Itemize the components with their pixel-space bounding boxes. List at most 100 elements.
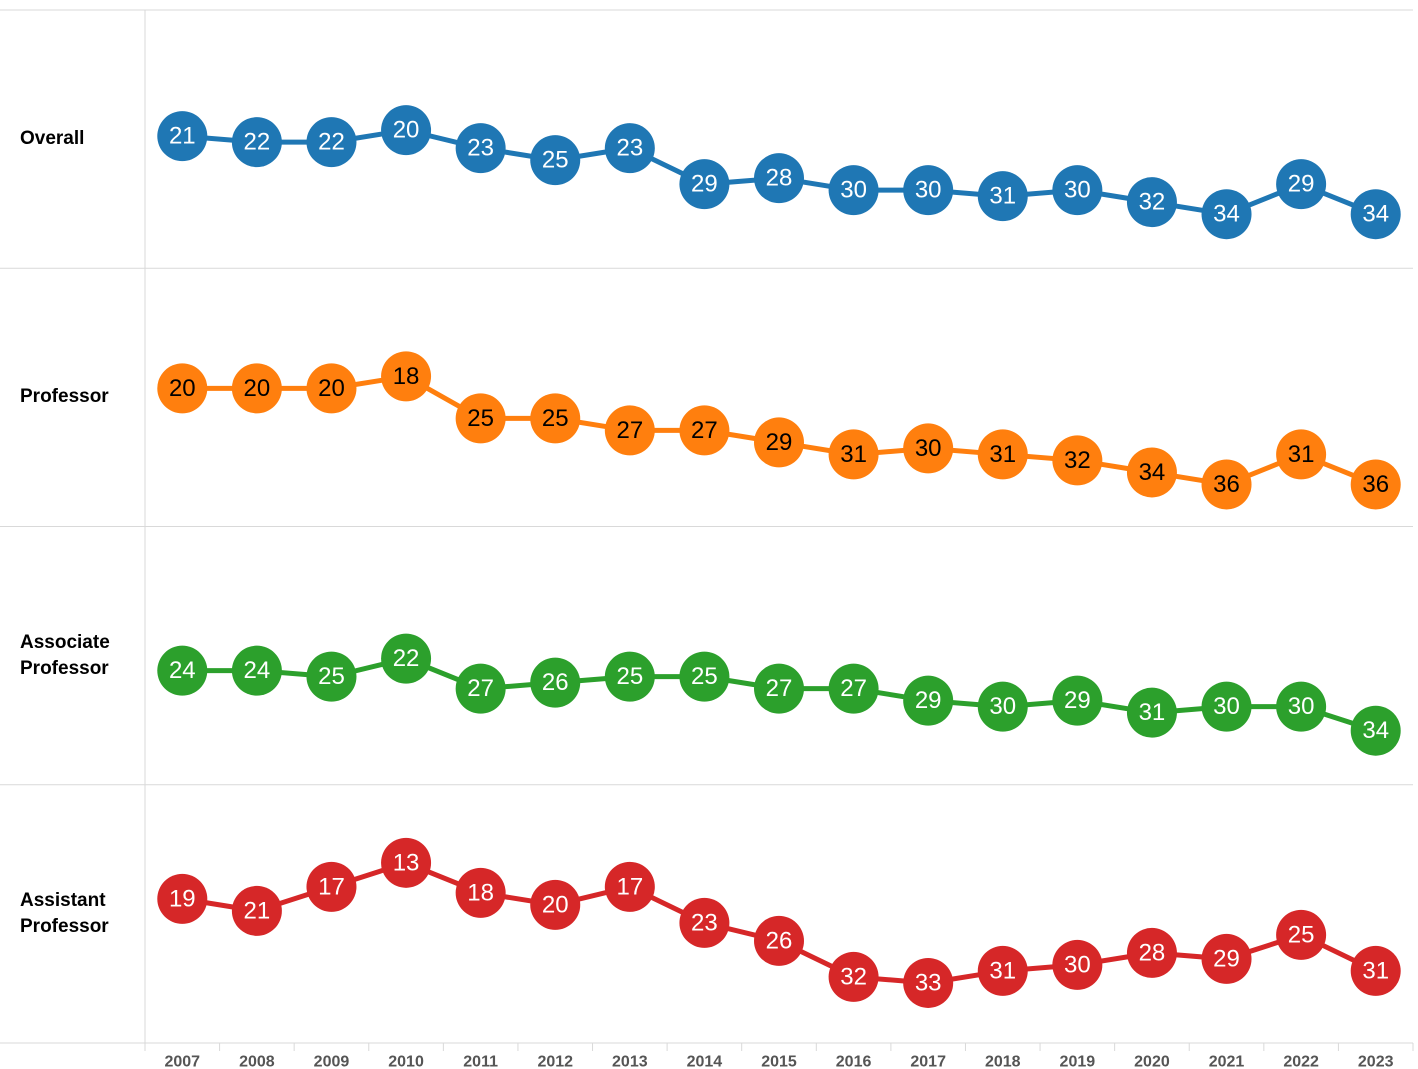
point <box>1350 189 1401 240</box>
data-label: 27 <box>467 675 494 702</box>
point <box>1276 159 1327 210</box>
data-label: 21 <box>244 897 271 924</box>
point <box>455 123 506 174</box>
data-label: 36 <box>1213 471 1240 498</box>
data-label: 32 <box>1064 447 1091 474</box>
x-tick-label: 2016 <box>836 1054 872 1069</box>
point <box>1350 945 1401 996</box>
x-tick-label: 2022 <box>1283 1054 1319 1069</box>
point <box>977 945 1028 996</box>
data-label: 29 <box>766 429 793 456</box>
data-label: 29 <box>1064 687 1091 714</box>
data-label: 30 <box>989 693 1016 720</box>
point <box>381 105 432 156</box>
point <box>381 351 432 402</box>
point <box>679 159 730 210</box>
point <box>1126 177 1177 228</box>
data-label: 22 <box>393 645 420 672</box>
point <box>455 867 506 918</box>
point <box>455 393 506 444</box>
point <box>1126 687 1177 738</box>
data-label: 26 <box>542 669 569 696</box>
data-label: 20 <box>393 117 420 144</box>
point <box>1350 705 1401 756</box>
point <box>231 885 282 936</box>
data-label: 31 <box>1139 699 1166 726</box>
point <box>903 423 954 474</box>
data-label: 18 <box>467 879 494 906</box>
data-label: 23 <box>467 135 494 162</box>
x-tick-label: 2018 <box>985 1054 1021 1069</box>
data-label: 30 <box>1213 693 1240 720</box>
data-label: 20 <box>169 375 196 402</box>
point <box>903 165 954 216</box>
data-label: 30 <box>915 177 942 204</box>
point <box>157 873 208 924</box>
point <box>828 951 879 1002</box>
point <box>754 915 804 966</box>
point <box>157 363 208 414</box>
point <box>1350 459 1401 510</box>
data-label: 25 <box>691 663 718 690</box>
data-label: 31 <box>989 441 1016 468</box>
point <box>455 663 506 714</box>
point <box>530 879 581 930</box>
x-tick-label: 2019 <box>1060 1054 1096 1069</box>
x-tick-label: 2012 <box>537 1054 573 1069</box>
x-tick-label: 2007 <box>164 1054 200 1069</box>
point <box>977 429 1028 480</box>
point <box>679 651 730 702</box>
data-label: 26 <box>766 927 793 954</box>
point <box>1052 939 1103 990</box>
point <box>754 663 804 714</box>
data-label: 32 <box>1139 189 1166 216</box>
data-label: 25 <box>616 663 643 690</box>
data-label: 20 <box>318 375 345 402</box>
data-label: 30 <box>1288 693 1315 720</box>
point <box>754 153 804 204</box>
point <box>977 681 1028 732</box>
x-tick-label: 2013 <box>612 1054 648 1069</box>
data-label: 23 <box>691 909 718 936</box>
point <box>306 117 357 168</box>
point <box>1052 435 1103 486</box>
data-label: 27 <box>840 675 867 702</box>
data-label: 19 <box>169 885 196 912</box>
point <box>381 837 432 888</box>
point <box>1126 927 1177 978</box>
row-label: Professor <box>20 386 109 408</box>
data-label: 31 <box>1362 957 1389 984</box>
data-label: 25 <box>542 405 569 432</box>
data-label: 24 <box>244 657 271 684</box>
x-tick-label: 2017 <box>910 1054 946 1069</box>
data-label: 20 <box>244 375 271 402</box>
point <box>157 645 208 696</box>
point <box>306 363 357 414</box>
point <box>1201 459 1252 510</box>
point <box>1052 675 1103 726</box>
data-label: 18 <box>393 363 420 390</box>
x-tick-label: 2014 <box>687 1054 723 1069</box>
point <box>903 957 954 1008</box>
data-label: 29 <box>1288 171 1315 198</box>
data-label: 31 <box>840 441 867 468</box>
point <box>679 405 730 456</box>
point <box>679 897 730 948</box>
point <box>828 663 879 714</box>
data-label: 17 <box>318 873 345 900</box>
point <box>530 393 581 444</box>
data-label: 29 <box>915 687 942 714</box>
data-label: 25 <box>467 405 494 432</box>
point <box>381 633 432 684</box>
data-label: 34 <box>1362 717 1389 744</box>
point <box>530 135 581 186</box>
data-label: 28 <box>1139 939 1166 966</box>
point <box>604 651 655 702</box>
data-label: 34 <box>1213 201 1240 228</box>
data-label: 30 <box>840 177 867 204</box>
point <box>1201 933 1252 984</box>
data-label: 36 <box>1362 471 1389 498</box>
data-label: 13 <box>393 849 420 876</box>
point <box>1201 681 1252 732</box>
